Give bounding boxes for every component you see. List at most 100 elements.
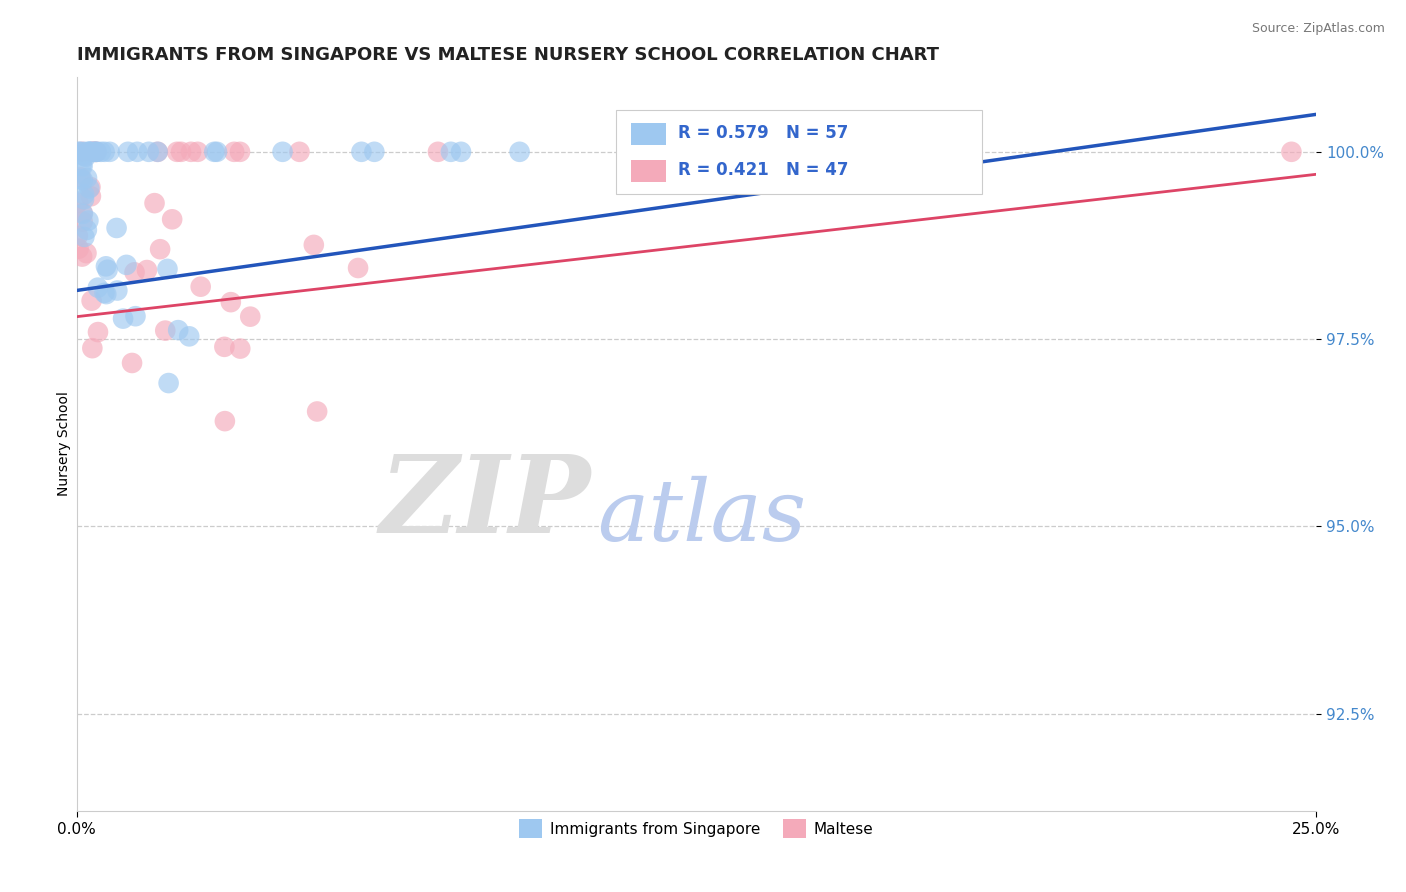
- Point: [69, 145, 91, 159]
- Point: [73, 145, 96, 159]
- Point: [69, 172, 91, 186]
- Point: [73, 149, 96, 163]
- Point: [87, 280, 110, 294]
- Point: [72, 205, 94, 219]
- Text: R = 0.579   N = 57: R = 0.579 N = 57: [678, 124, 848, 143]
- Point: [239, 310, 262, 324]
- Point: [450, 145, 472, 159]
- Point: [156, 261, 179, 276]
- Point: [98, 145, 121, 159]
- Point: [70, 250, 93, 264]
- Point: [76, 170, 98, 185]
- Point: [115, 258, 138, 272]
- Point: [440, 145, 463, 159]
- Point: [93, 285, 115, 300]
- Point: [82, 341, 104, 355]
- Point: [79, 180, 101, 194]
- Point: [84, 145, 107, 159]
- Point: [73, 187, 96, 202]
- Point: [67, 195, 90, 210]
- Point: [136, 263, 159, 277]
- Point: [121, 356, 143, 370]
- Point: [166, 145, 188, 159]
- Point: [84, 145, 107, 159]
- Text: R = 0.421   N = 47: R = 0.421 N = 47: [678, 161, 848, 179]
- Point: [143, 196, 166, 211]
- Point: [644, 145, 666, 159]
- Text: IMMIGRANTS FROM SINGAPORE VS MALTESE NURSERY SCHOOL CORRELATION CHART: IMMIGRANTS FROM SINGAPORE VS MALTESE NUR…: [77, 46, 939, 64]
- Point: [202, 145, 225, 159]
- Point: [82, 145, 104, 159]
- Point: [73, 192, 96, 206]
- Point: [70, 148, 93, 162]
- Point: [69, 170, 91, 185]
- Point: [307, 404, 329, 418]
- Point: [70, 145, 93, 159]
- Point: [84, 145, 107, 159]
- Point: [79, 145, 101, 159]
- Legend: Immigrants from Singapore, Maltese: Immigrants from Singapore, Maltese: [513, 814, 880, 844]
- Point: [229, 342, 252, 356]
- Point: [82, 145, 104, 159]
- Point: [73, 230, 96, 244]
- Point: [288, 145, 311, 159]
- Point: [214, 414, 236, 428]
- Point: [124, 309, 146, 323]
- Point: [146, 145, 169, 159]
- Point: [229, 145, 252, 159]
- Point: [190, 279, 212, 293]
- Point: [160, 212, 183, 227]
- Point: [72, 173, 94, 187]
- Point: [149, 242, 172, 256]
- Point: [80, 293, 103, 308]
- Point: [302, 238, 325, 252]
- FancyBboxPatch shape: [631, 160, 665, 182]
- Text: atlas: atlas: [598, 476, 807, 558]
- Point: [363, 145, 385, 159]
- Point: [127, 145, 149, 159]
- Point: [155, 324, 177, 338]
- Point: [87, 325, 110, 339]
- Point: [75, 150, 97, 164]
- Point: [898, 145, 921, 159]
- Point: [79, 145, 101, 159]
- Point: [747, 145, 769, 159]
- Point: [76, 223, 98, 237]
- Point: [105, 221, 128, 235]
- Point: [117, 145, 139, 159]
- FancyBboxPatch shape: [631, 123, 665, 145]
- Point: [67, 242, 90, 256]
- Text: Source: ZipAtlas.com: Source: ZipAtlas.com: [1251, 22, 1385, 36]
- Point: [77, 213, 100, 227]
- Point: [90, 145, 112, 159]
- Point: [271, 145, 294, 159]
- Point: [179, 329, 201, 343]
- Point: [79, 181, 101, 195]
- Point: [124, 265, 146, 279]
- Point: [219, 295, 242, 310]
- Point: [94, 260, 117, 274]
- Point: [96, 262, 118, 277]
- Point: [224, 145, 246, 159]
- Text: ZIP: ZIP: [380, 450, 591, 556]
- Point: [72, 214, 94, 228]
- Point: [157, 376, 180, 390]
- Point: [187, 145, 209, 159]
- Point: [70, 158, 93, 172]
- Point: [84, 145, 107, 159]
- Point: [138, 145, 160, 159]
- Point: [86, 145, 108, 159]
- Point: [72, 159, 94, 173]
- Point: [689, 145, 711, 159]
- Point: [1281, 145, 1303, 159]
- Point: [72, 207, 94, 221]
- Point: [180, 145, 202, 159]
- FancyBboxPatch shape: [616, 110, 981, 194]
- Point: [83, 145, 105, 159]
- Point: [347, 260, 370, 275]
- Point: [77, 145, 100, 159]
- Point: [146, 145, 169, 159]
- Y-axis label: Nursery School: Nursery School: [58, 392, 72, 497]
- Point: [93, 145, 115, 159]
- Point: [170, 145, 193, 159]
